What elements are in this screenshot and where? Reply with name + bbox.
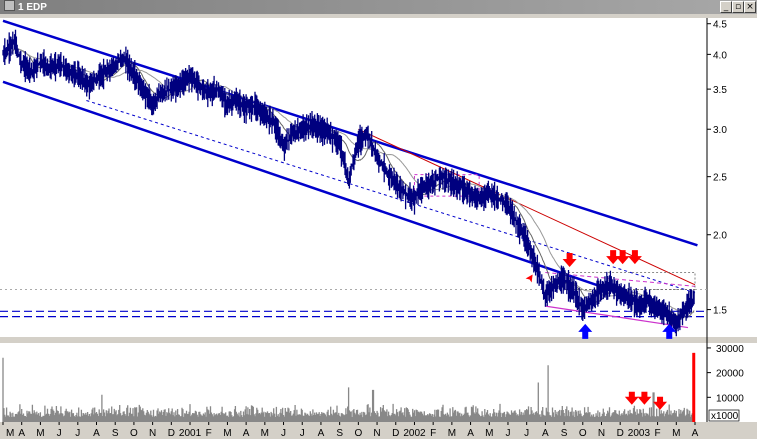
x-tick-label: A (692, 428, 699, 439)
time-axis (0, 422, 757, 439)
x-tick-label: D (392, 428, 399, 439)
y-tick-label: 3.5 (713, 85, 727, 96)
x-tick-label: A (467, 428, 474, 439)
red-down-arrow-icon (606, 250, 621, 265)
x-tick-label: J (300, 428, 305, 439)
x-tick-label: 2002 (403, 428, 426, 439)
x-axis-labels: M A M J J A S O N D 2001 F M A M J J A S O N D 2002 F M A M J J A S O N D… (2, 422, 699, 439)
channel-mid-line (86, 100, 696, 294)
x-tick-label: S (561, 428, 568, 439)
red-down-arrow-icon (562, 253, 577, 268)
y-tick-label: 4.0 (713, 50, 727, 61)
minimize-button[interactable]: _ (720, 1, 732, 13)
y-tick-label: 4.5 (713, 20, 727, 31)
x-tick-label: A (542, 428, 549, 439)
volume-highlight-bar (692, 352, 696, 422)
volume-arrows (624, 352, 696, 422)
x-tick-label: M (223, 428, 231, 439)
x-tick-label: N (149, 428, 156, 439)
x-tick-label: N (373, 428, 380, 439)
volume-unit-box (708, 409, 740, 422)
moving-average-slow (2, 48, 695, 314)
x-tick-label: O (130, 428, 138, 439)
x-tick-label: F (655, 428, 661, 439)
x-tick-label: F (206, 428, 212, 439)
x-tick-label: 2001 (179, 428, 202, 439)
x-tick-label: J (57, 428, 62, 439)
red-down-arrow-icon (624, 391, 639, 405)
y-tick-label: 2.5 (713, 173, 727, 184)
x-tick-label: A (93, 428, 100, 439)
blue-up-arrow-icon (662, 323, 677, 339)
x-tick-label: D (617, 428, 624, 439)
volume-y-tick-label: 10000 (716, 393, 744, 404)
window-title: 1 EDP (4, 0, 47, 14)
price-bars (2, 29, 695, 337)
channel-lower-line (2, 80, 611, 291)
window-title-text: 1 EDP (18, 2, 47, 13)
chart-window-icon (4, 0, 15, 11)
red-down-arrow-icon (615, 250, 630, 265)
blue-up-arrow-icon (578, 323, 593, 339)
price-series (2, 29, 695, 337)
red-down-arrow-icon (637, 391, 652, 405)
red-diagonal-arrow-icon (519, 274, 533, 290)
red-down-arrow-icon (653, 396, 668, 410)
volume-y-ticks: 10000 20000 30000 x1000 (707, 344, 744, 422)
panel-divider[interactable] (0, 337, 757, 343)
x-tick-label: S (336, 428, 343, 439)
volume-unit-label: x1000 (711, 411, 739, 422)
x-tick-label: D (168, 428, 175, 439)
y-tick-label: 1.5 (713, 306, 727, 317)
x-tick-label: S (112, 428, 119, 439)
window-border (0, 14, 757, 18)
x-tick-label: O (579, 428, 587, 439)
signal-arrows (519, 250, 677, 339)
red-down-arrow-icon (627, 250, 642, 265)
volume-y-tick-label: 30000 (716, 344, 744, 355)
x-tick-label: M (448, 428, 456, 439)
x-tick-label: O (354, 428, 362, 439)
x-tick-label: M (672, 428, 680, 439)
x-tick-label: M (6, 428, 14, 439)
volume-series (2, 352, 695, 422)
x-tick-label: J (524, 428, 529, 439)
x-tick-label: J (505, 428, 510, 439)
y-tick-label: 2.0 (713, 231, 727, 242)
y-tick-label: 3.0 (713, 125, 727, 136)
x-tick-label: J (75, 428, 80, 439)
x-tick-label: M (261, 428, 269, 439)
x-tick-label: M (485, 428, 493, 439)
x-tick-label: A (243, 428, 250, 439)
x-tick-label: M (36, 428, 44, 439)
x-tick-label: 2003 (628, 428, 651, 439)
x-tick-label: J (281, 428, 286, 439)
restore-button[interactable]: ▫ (732, 1, 744, 13)
x-tick-label: A (18, 428, 25, 439)
volume-bars (2, 352, 695, 422)
support-lines (0, 289, 707, 318)
window-titlebar[interactable]: 1 EDP _ ▫ × (0, 0, 757, 14)
x-tick-label: A (318, 428, 325, 439)
x-tick-label: N (598, 428, 605, 439)
volume-y-tick-label: 20000 (716, 369, 744, 380)
price-y-ticks: 1.5 2.0 2.5 3.0 3.5 4.0 4.5 (707, 20, 727, 317)
close-button[interactable]: × (744, 1, 756, 13)
x-tick-label: F (430, 428, 436, 439)
